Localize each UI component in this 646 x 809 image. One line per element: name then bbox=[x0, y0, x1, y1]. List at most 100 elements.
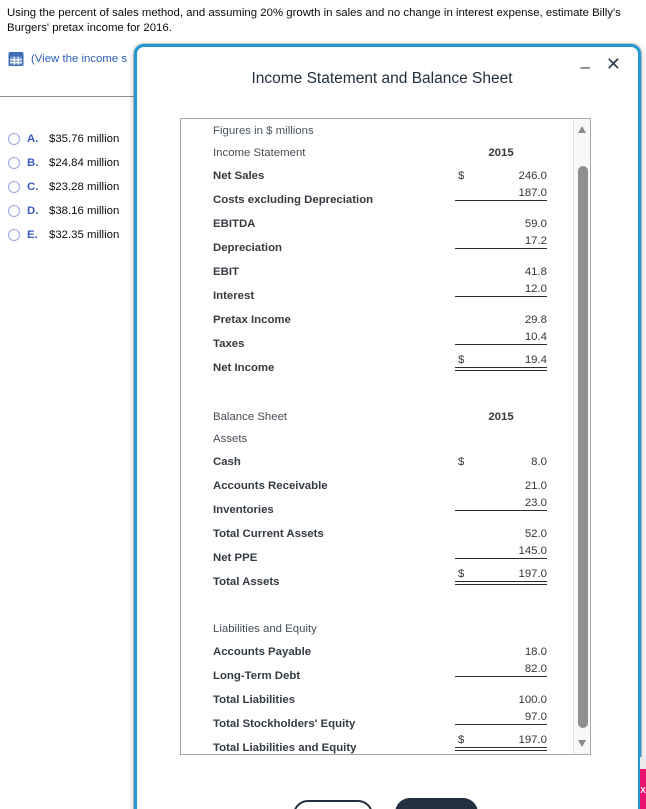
income-statement-modal: Income Statement and Balance Sheet – ✕ F… bbox=[134, 44, 641, 809]
table-row: Costs excluding Depreciation 187.0 bbox=[213, 187, 573, 212]
scroll-down-icon[interactable] bbox=[578, 740, 586, 747]
row-amount: 10.4 bbox=[524, 331, 547, 343]
row-value: 145.0 bbox=[455, 545, 547, 559]
row-amount: 197.0 bbox=[518, 567, 547, 580]
row-label: Depreciation bbox=[213, 242, 282, 254]
row-amount: 82.0 bbox=[524, 663, 547, 675]
answer-option-E[interactable]: E. $32.35 million bbox=[8, 223, 119, 247]
row-label: Total Current Assets bbox=[213, 528, 324, 540]
table-scrollbar[interactable] bbox=[573, 119, 590, 754]
option-letter: E. bbox=[27, 229, 38, 241]
row-label: Net PPE bbox=[213, 552, 258, 564]
secondary-button[interactable] bbox=[293, 800, 373, 809]
radio-button[interactable] bbox=[8, 181, 20, 193]
radio-button[interactable] bbox=[8, 229, 20, 241]
row-value: $8.0 bbox=[455, 456, 547, 468]
table-row: Interest 12.0 bbox=[213, 283, 573, 308]
row-value: 52.0 bbox=[455, 528, 547, 540]
row-label: Accounts Receivable bbox=[213, 480, 328, 492]
row-amount: 52.0 bbox=[524, 528, 547, 540]
view-statement-link[interactable]: (View the income s bbox=[8, 51, 127, 67]
row-label: Interest bbox=[213, 290, 255, 302]
close-icon[interactable]: ✕ bbox=[605, 54, 621, 74]
row-value: 97.0 bbox=[455, 711, 547, 725]
edge-strip bbox=[640, 757, 646, 769]
row-label: Net Income bbox=[213, 362, 275, 374]
row-amount: 187.0 bbox=[518, 187, 547, 199]
question-line-1: Using the percent of sales method, and a… bbox=[7, 7, 621, 19]
row-value: $19.4 bbox=[455, 354, 547, 371]
row-value: 21.0 bbox=[455, 480, 547, 492]
subsection-header-row: Liabilities and Equity bbox=[213, 618, 573, 640]
option-text: $24.84 million bbox=[49, 157, 120, 169]
answer-option-A[interactable]: A. $35.76 million bbox=[8, 127, 119, 151]
statement-table: Figures in $ millions Income Statement 201… bbox=[181, 119, 573, 754]
option-text: $35.76 million bbox=[49, 133, 120, 145]
scroll-up-icon[interactable] bbox=[578, 126, 586, 133]
row-label: Inventories bbox=[213, 504, 274, 516]
table-row: Inventories 23.0 bbox=[213, 497, 573, 522]
answer-options: A. $35.76 million B. $24.84 million C. $23.28… bbox=[8, 127, 119, 247]
row-amount: 21.0 bbox=[524, 480, 547, 492]
year-header: 2015 bbox=[488, 147, 514, 159]
row-label: Net Sales bbox=[213, 170, 265, 182]
row-value: $197.0 bbox=[455, 568, 547, 585]
section-liabilities-equity: Liabilities and Equity Accounts Payable 18… bbox=[213, 618, 573, 754]
answer-option-C[interactable]: C. $23.28 million bbox=[8, 175, 119, 199]
row-value: 17.2 bbox=[455, 235, 547, 249]
radio-button[interactable] bbox=[8, 205, 20, 217]
subsection-title: Liabilities and Equity bbox=[213, 623, 317, 635]
option-letter: C. bbox=[27, 181, 39, 193]
radio-button[interactable] bbox=[8, 133, 20, 145]
table-row: Pretax Income 29.8 bbox=[213, 308, 573, 332]
scrollbar-thumb[interactable] bbox=[577, 166, 588, 728]
dollar-sign: $ bbox=[458, 353, 465, 366]
table-row: EBITDA 59.0 bbox=[213, 212, 573, 236]
table-row: Total Stockholders' Equity 97.0 bbox=[213, 711, 573, 736]
option-letter: A. bbox=[27, 133, 39, 145]
minimize-icon[interactable]: – bbox=[580, 57, 590, 76]
option-text: $23.28 million bbox=[49, 181, 120, 193]
table-row: Net PPE 145.0 bbox=[213, 545, 573, 570]
table-row: Accounts Payable 18.0 bbox=[213, 640, 573, 664]
row-label: Long-Term Debt bbox=[213, 670, 301, 682]
option-text: $32.35 million bbox=[49, 229, 120, 241]
answer-option-D[interactable]: D. $38.16 million bbox=[8, 199, 119, 223]
option-letter: D. bbox=[27, 205, 39, 217]
row-amount: 145.0 bbox=[518, 545, 547, 557]
row-amount: 100.0 bbox=[518, 694, 547, 706]
row-value: $246.0 bbox=[455, 170, 547, 182]
subsection-title: Assets bbox=[213, 433, 248, 445]
row-value: 23.0 bbox=[455, 497, 547, 511]
row-value: 82.0 bbox=[455, 663, 547, 677]
row-label: Pretax Income bbox=[213, 314, 291, 326]
subsection-header-row: Assets bbox=[213, 428, 573, 450]
table-row: Total Current Assets 52.0 bbox=[213, 522, 573, 546]
table-row: EBIT 41.8 bbox=[213, 260, 573, 284]
statement-table-panel: Figures in $ millions Income Statement 201… bbox=[180, 118, 591, 755]
row-value: 12.0 bbox=[455, 283, 547, 297]
row-amount: 97.0 bbox=[524, 711, 547, 723]
answer-option-B[interactable]: B. $24.84 million bbox=[8, 151, 119, 175]
question-line-2: Burgers' pretax income for 2016. bbox=[7, 22, 172, 34]
row-amount: 59.0 bbox=[524, 218, 547, 230]
row-amount: 246.0 bbox=[518, 170, 547, 182]
dollar-sign: $ bbox=[458, 567, 465, 580]
row-amount: 29.8 bbox=[524, 314, 547, 326]
dollar-sign: $ bbox=[458, 456, 465, 468]
row-label: EBITDA bbox=[213, 218, 256, 230]
row-label: Taxes bbox=[213, 338, 245, 350]
view-statement-link-label[interactable]: (View the income s bbox=[31, 53, 128, 65]
primary-button[interactable] bbox=[395, 798, 478, 809]
section-title: Balance Sheet bbox=[213, 411, 288, 423]
row-label: Total Liabilities bbox=[213, 694, 296, 706]
section-header-row: Income Statement 2015 bbox=[213, 142, 573, 164]
row-label: Total Stockholders' Equity bbox=[213, 718, 356, 730]
table-row: Accounts Receivable 21.0 bbox=[213, 474, 573, 498]
table-caption-row: Figures in $ millions bbox=[213, 120, 573, 142]
radio-button[interactable] bbox=[8, 157, 20, 169]
feedback-tab[interactable]: X bbox=[640, 769, 646, 809]
row-label: Cash bbox=[213, 456, 241, 468]
row-value: 59.0 bbox=[455, 218, 547, 230]
table-row: Total Assets $197.0 bbox=[213, 568, 573, 594]
